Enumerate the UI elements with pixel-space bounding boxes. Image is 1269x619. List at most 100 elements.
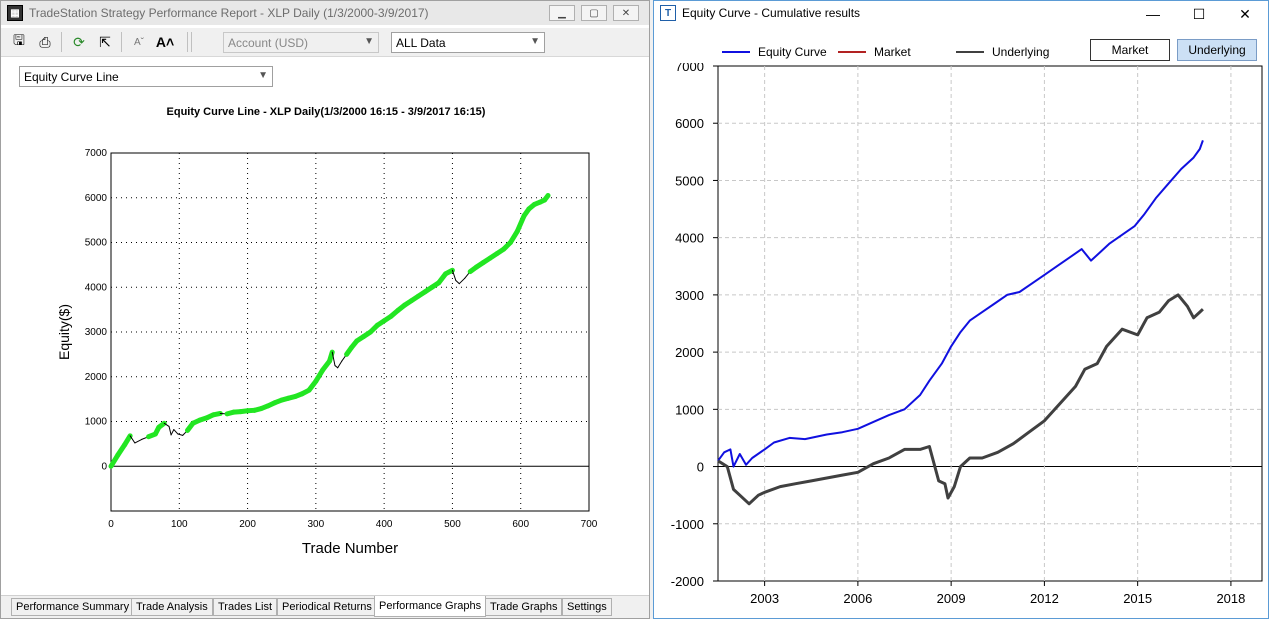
x-tick-label: 2003: [750, 591, 779, 606]
equity-new-high-segment: [327, 349, 335, 364]
chevron-down-icon: ▼: [364, 36, 374, 47]
equity-drawdown-segment: [170, 429, 175, 436]
legend-market: Market: [874, 45, 911, 59]
y-tick-label: 3000: [675, 288, 704, 303]
x-tick-label: 500: [444, 519, 461, 530]
equity-curve-window: T Equity Curve - Cumulative results — ☐ …: [653, 0, 1269, 619]
y-tick-label: 7000: [675, 63, 704, 74]
y-tick-label: 3000: [85, 327, 108, 338]
equity-drawdown-segment: [455, 280, 460, 285]
chevron-down-icon: ▼: [530, 36, 540, 47]
x-tick-label: 2015: [1123, 591, 1152, 606]
series-line-underlying: [717, 293, 1204, 506]
font-increase-button[interactable]: A˄: [155, 32, 175, 52]
print-button[interactable]: ⎙: [35, 32, 55, 52]
maximize-button[interactable]: ▢: [581, 5, 607, 21]
minimize-button[interactable]: —: [1138, 5, 1168, 23]
y-tick-label: -2000: [671, 574, 704, 589]
y-tick-label: 0: [101, 461, 107, 472]
export-icon: ⇱: [99, 33, 111, 50]
legend-swatch-equity-curve: [722, 51, 750, 53]
y-tick-label: 6000: [85, 193, 108, 204]
y-tick-label: 7000: [85, 148, 108, 159]
plot-area: [717, 65, 1263, 582]
toolbar-separator: [61, 32, 62, 52]
x-tick-label: 300: [308, 519, 325, 530]
left-title-bar: ▦ TradeStation Strategy Performance Repo…: [1, 1, 649, 25]
close-button[interactable]: ✕: [613, 5, 639, 21]
date-range-select[interactable]: ALL Data ▼: [391, 32, 545, 53]
right-window-title: Equity Curve - Cumulative results: [682, 6, 861, 20]
equity-drawdown-segment: [134, 438, 143, 444]
x-tick-label: 2018: [1216, 591, 1245, 606]
legend-swatch-market: [838, 51, 866, 53]
y-tick-label: 5000: [85, 238, 108, 249]
export-button[interactable]: ⇱: [95, 32, 115, 52]
performance-report-window: ▦ TradeStation Strategy Performance Repo…: [0, 0, 650, 619]
equity-drawdown-segment: [451, 269, 457, 282]
tab-trades-list[interactable]: Trades List: [213, 598, 278, 616]
equity-drawdown-segment: [331, 351, 336, 367]
date-range-select-value: ALL Data: [396, 35, 446, 50]
y-tick-label: 5000: [675, 173, 704, 188]
tab-performance-graphs[interactable]: Performance Graphs: [374, 596, 487, 617]
x-tick-label: 200: [239, 519, 256, 530]
report-toolbar: 🖫 ⎙ ⟳ ⇱ Aˇ A˄ Account (USD) ▼ ALL Data ▼: [1, 28, 649, 57]
save-icon: 🖫: [13, 32, 25, 48]
equity-curve-line-chart: Equity Curve Line - XLP Daily(1/3/2000 1…: [56, 106, 598, 557]
close-icon: ✕: [621, 7, 631, 19]
font-increase-icon: A˄: [155, 34, 175, 50]
equity-new-high-segment: [210, 410, 223, 418]
underlying-button[interactable]: Underlying: [1177, 39, 1257, 61]
x-tick-label: 0: [108, 519, 114, 530]
minimize-icon: —: [1146, 6, 1160, 22]
close-icon: ✕: [1239, 5, 1251, 22]
account-select-value: Account (USD): [228, 35, 309, 50]
x-tick-label: 700: [581, 519, 598, 530]
y-tick-label: 0: [697, 460, 704, 475]
toolbar-separator: [191, 32, 192, 52]
minimize-icon: ▁: [558, 7, 566, 19]
y-tick-label: 2000: [85, 372, 108, 383]
close-button[interactable]: ✕: [1230, 5, 1260, 23]
tab-settings[interactable]: Settings: [562, 598, 612, 616]
tab-trade-analysis[interactable]: Trade Analysis: [131, 598, 213, 616]
equity-new-high-segment: [542, 193, 551, 203]
app-icon: ▦: [7, 5, 23, 21]
toolbar-separator: [187, 32, 188, 52]
series-line-equity-curve: [717, 140, 1204, 468]
tab-periodical-returns[interactable]: Periodical Returns: [277, 598, 377, 616]
y-tick-label: 4000: [85, 282, 108, 293]
equity-new-high-segment: [122, 433, 133, 448]
equity-drawdown-segment: [337, 360, 343, 369]
x-tick-label: 600: [512, 519, 529, 530]
y-tick-label: 6000: [675, 116, 704, 131]
x-axis-label: Trade Number: [302, 540, 398, 557]
x-tick-label: 2012: [1030, 591, 1059, 606]
minimize-button[interactable]: ▁: [549, 5, 575, 21]
equity-drawdown-segment: [173, 429, 179, 435]
right-title-bar: T Equity Curve - Cumulative results — ☐ …: [654, 1, 1268, 25]
font-decrease-button[interactable]: Aˇ: [129, 32, 149, 52]
refresh-button[interactable]: ⟳: [69, 32, 89, 52]
chevron-down-icon: ▼: [258, 70, 268, 81]
graph-type-select[interactable]: Equity Curve Line ▼: [19, 66, 273, 87]
toolbar-separator: [121, 32, 122, 52]
legend-underlying: Underlying: [992, 45, 1050, 59]
equity-new-high-segment: [514, 213, 527, 234]
account-select[interactable]: Account (USD) ▼: [223, 32, 379, 53]
plot-area: [110, 152, 590, 512]
x-tick-label: 2006: [843, 591, 872, 606]
equity-drawdown-segment: [168, 425, 172, 436]
left-window-title: TradeStation Strategy Performance Report…: [29, 6, 429, 20]
y-axis-label: Equity($): [56, 304, 72, 360]
equity-drawdown-segment: [129, 435, 136, 444]
x-tick-label: 400: [376, 519, 393, 530]
equity-new-high-segment: [156, 420, 167, 430]
tab-trade-graphs[interactable]: Trade Graphs: [485, 598, 563, 616]
tab-performance-summary[interactable]: Performance Summary: [11, 598, 135, 616]
save-button[interactable]: 🖫: [9, 32, 29, 52]
equity-drawdown-segment: [177, 433, 184, 436]
maximize-button[interactable]: ☐: [1184, 5, 1214, 23]
market-button[interactable]: Market: [1090, 39, 1170, 61]
